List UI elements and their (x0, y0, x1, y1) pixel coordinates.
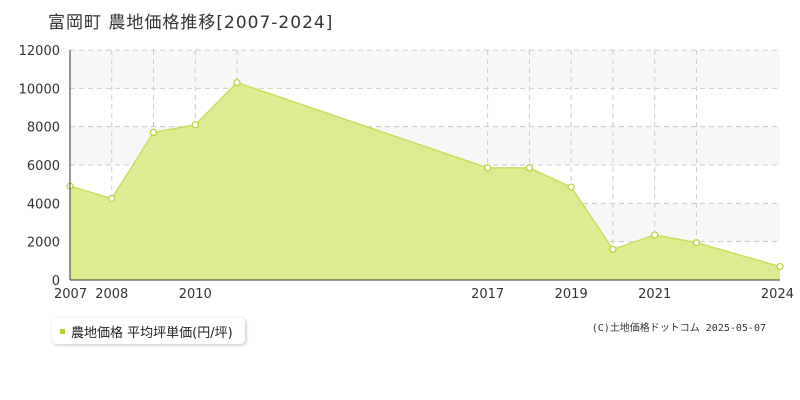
data-point (191, 121, 199, 129)
copyright-credit: (C)土地価格ドットコム 2025-05-07 (591, 323, 766, 334)
y-tick-label: 2000 (27, 236, 60, 251)
x-tick-label: 2010 (179, 287, 212, 300)
data-point (609, 245, 617, 253)
data-point (108, 194, 116, 203)
y-tick-label: 8000 (27, 121, 60, 136)
legend-label: 農地価格 平均坪単価(円/坪) (71, 325, 233, 341)
x-tick-label: 2008 (95, 287, 128, 300)
data-point (651, 231, 659, 239)
y-tick-label: 4000 (27, 197, 60, 212)
x-tick-label: 2019 (555, 287, 588, 300)
x-tick-label: 2024 (761, 287, 794, 300)
legend-swatch (60, 328, 65, 334)
y-tick-label: 10000 (19, 82, 60, 97)
data-point (149, 128, 158, 137)
legend: 農地価格 平均坪単価(円/坪) (52, 318, 245, 344)
data-point (567, 183, 575, 191)
data-point (692, 239, 701, 247)
y-tick-label: 0 (52, 274, 60, 289)
data-point (525, 164, 534, 172)
data-point (776, 262, 784, 271)
data-point (233, 78, 241, 87)
data-point (484, 164, 492, 172)
x-tick-label: 2021 (638, 287, 671, 300)
grid-band (70, 50, 780, 89)
chart-title: 富岡町 農地価格推移[2007-2024] (48, 13, 334, 33)
series-line (69, 81, 781, 268)
y-tick-label: 6000 (27, 159, 60, 174)
series-area (70, 82, 780, 280)
x-tick-label: 2017 (471, 287, 504, 300)
y-tick-label: 12000 (19, 44, 60, 59)
area-chart: 0 2000 4000 6000 8000 10000 12000 2007 2008 2010… (19, 44, 794, 300)
x-tick-label: 2007 (54, 287, 87, 300)
